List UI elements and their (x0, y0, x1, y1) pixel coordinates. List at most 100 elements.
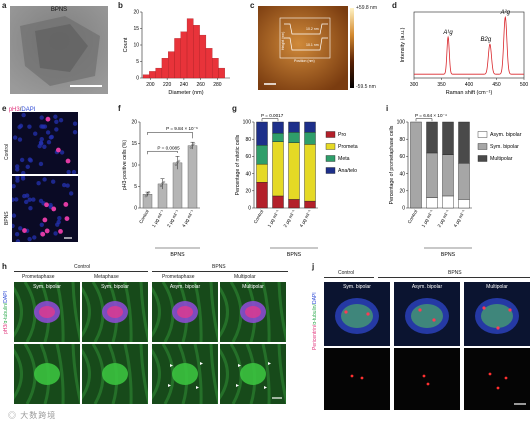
j-merged-image: Sym. bipolar (324, 282, 390, 346)
e-nucleus (14, 197, 19, 202)
g-bar-segment (272, 132, 284, 142)
h-microtubule-fibre (220, 348, 229, 400)
e-nucleus (42, 144, 47, 149)
h-chromosome (245, 306, 261, 318)
j-cell-art (350, 374, 364, 380)
i-legend-label: Asym. bipolar (490, 132, 522, 138)
e-ph3-cell (51, 206, 57, 212)
j-pericentrin-dot (350, 374, 354, 378)
i-legend-swatch (477, 155, 488, 162)
f-y-tick-label: 15 (131, 141, 137, 147)
d-peak-label: A¹g (442, 30, 453, 36)
h-spindle (34, 363, 60, 385)
h-tubulin-image (220, 344, 286, 404)
j-centrosome (496, 326, 500, 330)
panel-b-label: b (118, 1, 123, 10)
h-merged-image: Sym. bipolar (14, 282, 80, 342)
h-merged-image: Multipolar (220, 282, 286, 342)
h-cell-art (220, 282, 286, 342)
i-y-tick-label: 40 (399, 171, 405, 177)
e-nucleus (45, 130, 51, 135)
g-bar-segment (288, 142, 300, 200)
b-bar (205, 48, 213, 79)
b-y-tick-label: 10 (133, 43, 139, 49)
i-x-tick-label: 2 μg ml⁻¹ (436, 209, 450, 228)
i-x-tick-label: Control (407, 209, 419, 224)
e-nucleus (49, 134, 54, 140)
h-microtubule-fibre (139, 344, 148, 404)
h-microtubule-fibre (209, 282, 218, 342)
h-cell-type-label: Multipolar (242, 284, 264, 290)
panel-h-col-1: Prometaphase (22, 274, 55, 280)
h-cell-art (14, 282, 80, 342)
panel-h-col-2: Metaphase (94, 274, 119, 280)
e-ph3-cell (44, 202, 49, 208)
h-spindle (172, 363, 198, 385)
panel-i-label: i (386, 104, 389, 113)
h-microtubule-fibre (14, 286, 23, 338)
g-y-tick-label: 100 (243, 120, 252, 126)
e-nucleus (15, 239, 21, 242)
panel-h-bpns-header: BPNS (212, 264, 226, 270)
panel-h-ylabel: pH3/α-tubulin/DAPI (3, 291, 9, 334)
e-nucleus (61, 182, 67, 188)
panel-h-label: h (2, 262, 7, 271)
f-data-point (163, 180, 166, 184)
e-nucleus (28, 206, 33, 211)
h-spindle (102, 363, 128, 385)
j-centrosome (366, 312, 370, 316)
panel-j-ylabel-peri: Pericentrin/ (312, 324, 318, 350)
e-nucleus (25, 164, 30, 170)
f-y-axis-label: pH3-positive cells (%) (122, 140, 128, 190)
e-nucleus (12, 183, 16, 189)
d-x-tick-label: 350 (437, 82, 446, 88)
h-cell-art (152, 282, 218, 342)
d-y-axis-label: Intensity (a.u.) (400, 27, 406, 62)
e-nucleus (27, 124, 32, 129)
i-sig-bracket (415, 118, 433, 122)
g-bar-segment (288, 132, 300, 143)
panel-i-stacked-bar-chart: 0 20 40 60 80 100 Control 1 μg ml⁻¹ 2 μg ml⁻¹ 4 μ… (389, 113, 522, 258)
h-microtubule-fibre (277, 344, 286, 404)
g-y-axis-label: Percentage of mitotic cells (235, 134, 241, 195)
f-data-point (193, 142, 196, 145)
panel-j-ylabel-tub: α-tubulin/ (312, 304, 318, 325)
e-nucleus (53, 231, 58, 236)
panel-e-row-bpns: BPNS (4, 211, 10, 225)
d-peak-label: A²g (500, 10, 511, 16)
h-microtubule-fibre (139, 282, 148, 342)
e-nucleus (27, 157, 33, 162)
b-bar (180, 31, 188, 79)
h-microtubule-fibre (193, 344, 203, 404)
b-bar (149, 71, 156, 79)
e-nucleus (18, 123, 24, 129)
g-legend-swatch (325, 155, 336, 162)
e-nucleus (53, 114, 58, 119)
f-data-point (159, 184, 162, 187)
g-sig-bracket (261, 118, 279, 122)
i-x-tick-label: 4 μg ml⁻¹ (452, 209, 466, 228)
j-spindle (411, 304, 443, 328)
h-tubulin-image (152, 344, 218, 404)
i-bar-segment (426, 121, 438, 154)
h-cell-type-label: Asym. bipolar (169, 284, 201, 290)
e-nucleus (22, 193, 27, 199)
d-x-tick-label: 450 (492, 82, 501, 88)
h-pole-arrowhead (268, 362, 271, 365)
g-y-tick-label: 0 (248, 206, 251, 212)
e-nucleus (54, 119, 59, 124)
h-microtubule-fibre (55, 282, 65, 342)
e-ph3-cell (44, 228, 50, 234)
h-microtubule-fibre (71, 282, 80, 342)
h-microtubule-fibre (55, 344, 65, 404)
g-bar-segment (304, 132, 316, 145)
panel-c-inset-ylabel: Height (nm) (281, 31, 285, 50)
h-microtubule-fibre (82, 348, 91, 400)
panel-c-scale-max: +59.8 nm (356, 5, 377, 11)
i-bar-segment (442, 195, 454, 209)
f-x-tick-label: 2 μg ml⁻¹ (166, 209, 180, 228)
panel-j-ylabel: Pericentrin/α-tubulin/DAPI (312, 292, 318, 350)
g-legend-label: Ana/telo (338, 168, 357, 174)
tem-image-art (10, 6, 108, 94)
e-nucleus (20, 176, 26, 179)
